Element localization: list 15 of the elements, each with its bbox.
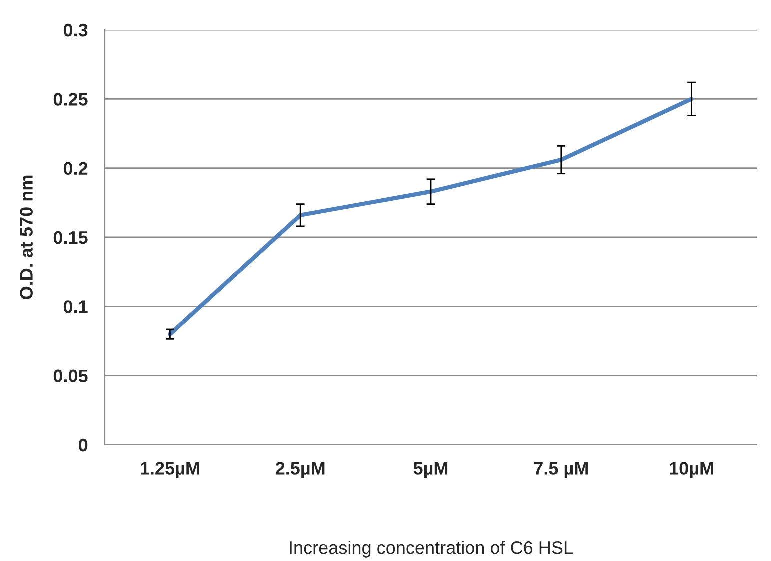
x-tick-label: 1.25µM bbox=[141, 462, 200, 478]
x-tick-label: 10µM bbox=[670, 462, 714, 478]
y-tick-label: 0.15 bbox=[54, 231, 88, 244]
y-tick-label: 0.25 bbox=[54, 93, 88, 106]
x-tick-label: 5µM bbox=[414, 462, 448, 478]
line-series bbox=[168, 97, 694, 336]
y-tick-label: 0.05 bbox=[54, 370, 88, 383]
y-tick-label: 0 bbox=[79, 438, 88, 452]
y-tick-label: 0.3 bbox=[64, 24, 88, 37]
y-tick-label: 0.1 bbox=[64, 300, 88, 314]
x-axis-title: Increasing concentration of C6 HSL bbox=[290, 541, 573, 558]
y-axis-title: O.D. at 570 nm bbox=[20, 176, 33, 300]
y-tick-label: 0.2 bbox=[64, 162, 88, 176]
x-tick-label: 7.5 µM bbox=[534, 462, 588, 478]
x-tick-label: 2.5µM bbox=[276, 462, 325, 478]
